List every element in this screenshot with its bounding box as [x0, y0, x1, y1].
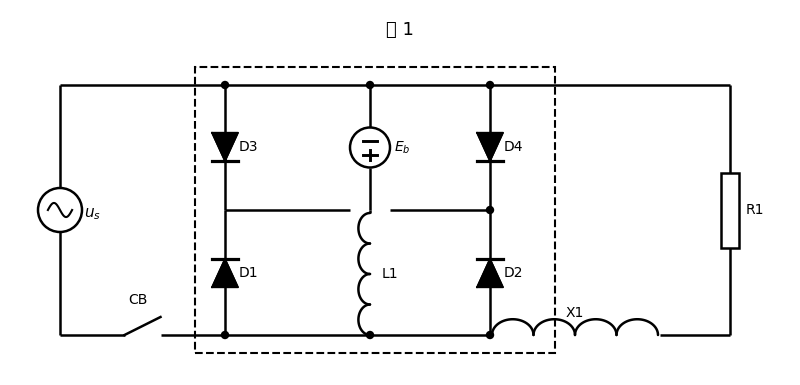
- Text: 图 1: 图 1: [386, 21, 414, 39]
- Circle shape: [486, 331, 494, 338]
- Text: R1: R1: [746, 203, 765, 217]
- Text: $u_s$: $u_s$: [84, 206, 101, 222]
- Bar: [721, 172, 739, 248]
- Text: D2: D2: [504, 266, 523, 280]
- Polygon shape: [477, 259, 503, 287]
- Circle shape: [350, 127, 390, 167]
- Text: D1: D1: [239, 266, 258, 280]
- Text: L1: L1: [382, 267, 398, 281]
- Circle shape: [486, 82, 494, 89]
- Text: X1: X1: [566, 306, 584, 320]
- Polygon shape: [212, 132, 238, 161]
- Text: CB: CB: [128, 293, 147, 307]
- Text: D3: D3: [239, 140, 258, 154]
- Bar: [195, 67, 555, 353]
- Polygon shape: [212, 259, 238, 287]
- Circle shape: [222, 331, 229, 338]
- Text: D4: D4: [504, 140, 523, 154]
- Polygon shape: [477, 132, 503, 161]
- Text: $E_b$: $E_b$: [394, 139, 410, 156]
- Circle shape: [366, 331, 374, 338]
- Circle shape: [366, 82, 374, 89]
- Circle shape: [222, 82, 229, 89]
- Circle shape: [38, 188, 82, 232]
- Circle shape: [486, 206, 494, 214]
